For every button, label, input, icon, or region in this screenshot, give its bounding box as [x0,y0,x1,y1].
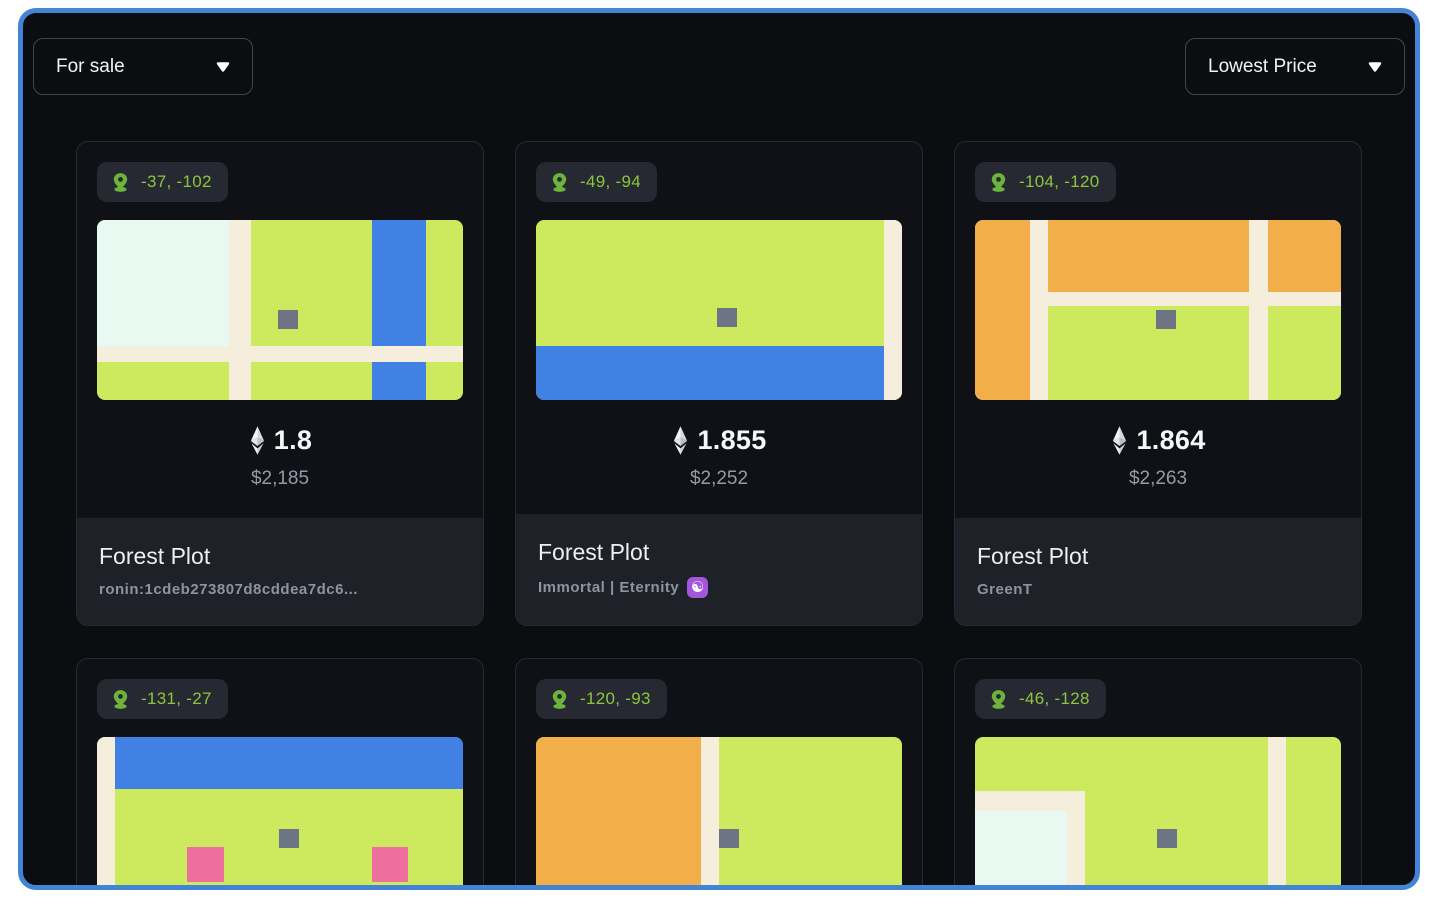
location-pin-icon [113,172,128,192]
coordinates-badge: -104, -120 [975,162,1116,202]
land-map-thumbnail [536,220,902,400]
owner-name: GreenT [977,581,1033,598]
plot-location-marker [278,828,300,848]
map-mint-area [97,220,229,346]
coordinates-badge: -46, -128 [975,679,1106,719]
map-blue-area [536,346,884,400]
land-card[interactable]: -120, -93 [515,658,923,885]
price-block: 1.855 $2,252 [536,400,902,490]
map-pink-area [371,846,409,882]
land-card[interactable]: -37, -102 1.8 $2,185 [76,141,484,626]
filter-dropdown[interactable]: For sale [33,38,253,95]
map-pink-area [187,846,224,882]
coordinates-text: -49, -94 [580,172,641,191]
price-usd: $2,252 [689,468,749,489]
coordinates-badge: -131, -27 [97,679,228,719]
card-footer: Forest Plot ronin:1cdeb273807d8cddea7dc6… [77,518,483,625]
map-cream-area [97,346,463,363]
card-top: -49, -94 1.855 $2,252 [516,142,922,490]
map-cream-area [97,737,116,885]
card-top: -46, -128 [955,659,1361,885]
map-cream-area [883,220,902,400]
sort-dropdown-label: Lowest Price [1208,55,1317,77]
map-orange-area [1048,220,1250,292]
guild-badge-icon: ☯ [687,577,709,598]
plot-title: Forest Plot [99,543,211,569]
map-orange-area [536,737,701,885]
land-map-thumbnail [97,737,463,885]
coordinates-text: -131, -27 [141,689,212,708]
map-orange-area [1267,220,1341,292]
map-blue-area [115,737,463,790]
chevron-down-icon [1368,61,1382,72]
coordinates-badge: -37, -102 [97,162,228,202]
plot-location-marker [1156,310,1177,329]
coordinates-badge: -49, -94 [536,162,657,202]
location-pin-icon [552,172,567,192]
map-cream-area [700,737,719,885]
location-pin-icon [991,689,1006,709]
price-usd: $2,185 [250,468,310,489]
price-usd: $2,263 [1128,468,1188,489]
map-blue-area [371,220,427,400]
map-mint-area [975,810,1067,885]
land-map-thumbnail [536,737,902,885]
land-card[interactable]: -46, -128 [954,658,1362,885]
coordinates-text: -120, -93 [580,689,651,708]
chevron-down-icon [216,61,230,72]
location-pin-icon [552,689,567,709]
sort-dropdown[interactable]: Lowest Price [1185,38,1405,95]
land-card[interactable]: -104, -120 1.864 $2,263 [954,141,1362,626]
plot-location-marker [717,308,738,328]
listings-grid: -37, -102 1.8 $2,185 [23,95,1415,885]
toolbar: For sale Lowest Price [23,13,1415,95]
coordinates-badge: -120, -93 [536,679,667,719]
card-top: -131, -27 [77,659,483,885]
map-cream-area [1267,737,1287,885]
card-top: -120, -93 [516,659,922,885]
price-eth: 1.855 [697,425,767,455]
plot-location-marker [278,310,299,329]
owner-name: Immortal | Eternity [538,579,680,596]
card-top: -37, -102 1.8 $2,185 [77,142,483,490]
plot-location-marker [1157,828,1178,848]
location-pin-icon [113,689,128,709]
land-map-thumbnail [975,737,1341,885]
land-map-thumbnail [97,220,463,400]
land-card[interactable]: -131, -27 [76,658,484,885]
filter-dropdown-label: For sale [56,55,125,77]
price-block: 1.8 $2,185 [97,400,463,490]
plot-location-marker [719,828,740,848]
price-eth: 1.8 [273,425,313,455]
marketplace-frame: For sale Lowest Price -37, -102 [18,8,1420,890]
map-orange-area [975,220,1030,400]
ethereum-icon [1113,426,1127,455]
coordinates-text: -104, -120 [1019,172,1100,191]
map-green-area [1048,306,1250,400]
location-pin-icon [991,172,1006,192]
card-top: -104, -120 1.864 $2,263 [955,142,1361,490]
plot-title: Forest Plot [977,543,1089,569]
map-cream-area [228,220,251,400]
owner-name: ronin:1cdeb273807d8cddea7dc6... [99,581,358,598]
price-eth: 1.864 [1136,425,1206,455]
land-map-thumbnail [975,220,1341,400]
ethereum-icon [250,426,264,455]
land-card[interactable]: -49, -94 1.855 $2,252 [515,141,923,626]
ethereum-icon [674,426,688,455]
map-green-area [1267,306,1341,400]
card-footer: Forest Plot Immortal | Eternity ☯ [516,514,922,625]
coordinates-text: -37, -102 [141,172,212,191]
plot-title: Forest Plot [538,539,650,565]
coordinates-text: -46, -128 [1019,689,1090,708]
price-block: 1.864 $2,263 [975,400,1341,490]
card-footer: Forest Plot GreenT [955,518,1361,625]
